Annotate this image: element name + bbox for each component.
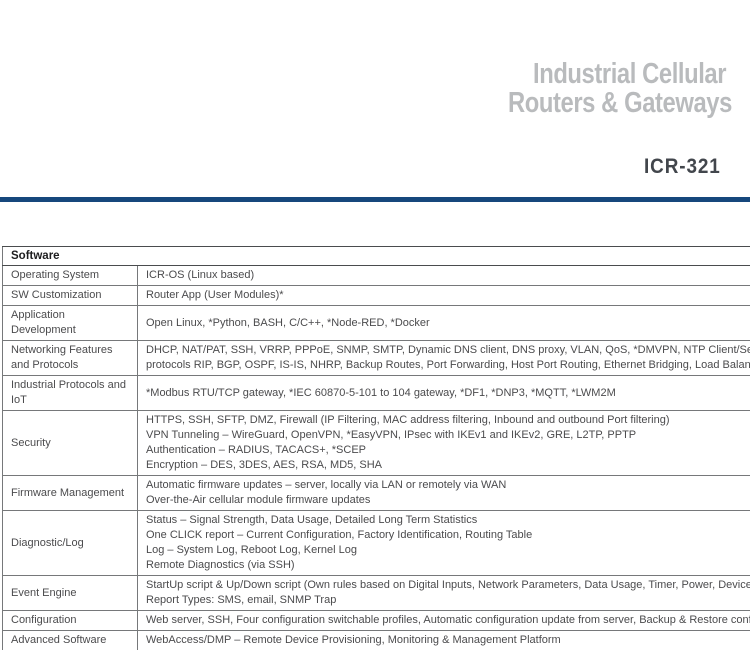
spec-row-advanced-software-tools: Advanced Software Tools WebAccess/DMP – …	[2, 630, 750, 650]
spec-value: Automatic firmware updates – server, loc…	[137, 475, 750, 511]
spec-value: ICR-OS (Linux based)	[137, 265, 750, 286]
spec-label: SW Customization	[2, 285, 138, 306]
spec-label: Industrial Protocols and IoT	[2, 375, 138, 411]
document-title-line-1: Industrial Cellular	[533, 58, 727, 90]
header-divider-rule	[0, 197, 750, 202]
document-title-line-2: Routers & Gateways	[508, 87, 732, 119]
spec-value: HTTPS, SSH, SFTP, DMZ, Firewall (IP Filt…	[137, 410, 750, 476]
document-header: Industrial Cellular Routers & Gateways I…	[0, 0, 750, 246]
spec-label: Diagnostic/Log	[2, 510, 138, 576]
spec-row-operating-system: Operating System ICR-OS (Linux based)	[2, 265, 750, 286]
spec-row-application-development: Application Development Open Linux, *Pyt…	[2, 305, 750, 341]
spec-row-security: Security HTTPS, SSH, SFTP, DMZ, Firewall…	[2, 410, 750, 476]
spec-value: DHCP, NAT/PAT, SSH, VRRP, PPPoE, SNMP, S…	[137, 340, 750, 376]
spec-value: Web server, SSH, Four configuration swit…	[137, 610, 750, 631]
spec-row-configuration: Configuration Web server, SSH, Four conf…	[2, 610, 750, 631]
spec-row-event-engine: Event Engine StartUp script & Up/Down sc…	[2, 575, 750, 611]
spec-value: Router App (User Modules)*	[137, 285, 750, 306]
spec-value: WebAccess/DMP – Remote Device Provisioni…	[137, 630, 750, 650]
spec-row-networking-features: Networking Features and Protocols DHCP, …	[2, 340, 750, 376]
spec-label: Configuration	[2, 610, 138, 631]
spec-label: Firmware Management	[2, 475, 138, 511]
section-title: Software	[2, 246, 750, 266]
software-spec-table: Software Operating System ICR-OS (Linux …	[2, 246, 750, 650]
spec-label: Networking Features and Protocols	[2, 340, 138, 376]
spec-label: Advanced Software Tools	[2, 630, 138, 650]
spec-value: Open Linux, *Python, BASH, C/C++, *Node-…	[137, 305, 750, 341]
spec-label: Event Engine	[2, 575, 138, 611]
spec-label: Security	[2, 410, 138, 476]
spec-row-firmware-management: Firmware Management Automatic firmware u…	[2, 475, 750, 511]
spec-value: Status – Signal Strength, Data Usage, De…	[137, 510, 750, 576]
spec-row-industrial-protocols: Industrial Protocols and IoT *Modbus RTU…	[2, 375, 750, 411]
spec-label: Operating System	[2, 265, 138, 286]
spec-value: StartUp script & Up/Down script (Own rul…	[137, 575, 750, 611]
spec-value: *Modbus RTU/TCP gateway, *IEC 60870-5-10…	[137, 375, 750, 411]
spec-row-sw-customization: SW Customization Router App (User Module…	[2, 285, 750, 306]
product-model-name: ICR-321	[644, 155, 721, 178]
spec-label: Application Development	[2, 305, 138, 341]
spec-row-diagnostic-log: Diagnostic/Log Status – Signal Strength,…	[2, 510, 750, 576]
spec-section-row: Software	[2, 246, 750, 266]
